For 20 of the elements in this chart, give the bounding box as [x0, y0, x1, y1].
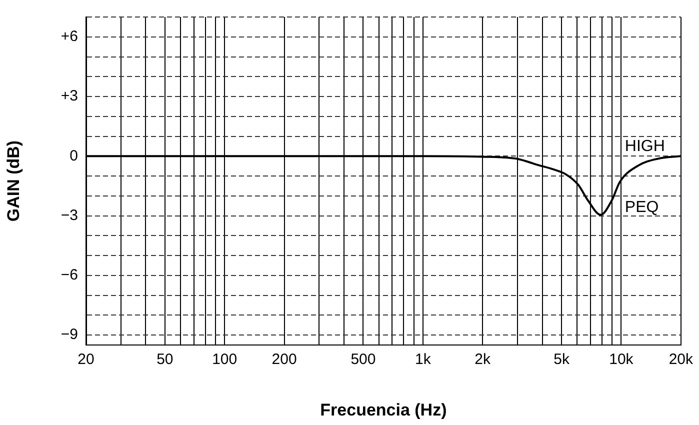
- x-tick-label: 1k: [414, 351, 432, 368]
- y-tick-label: +3: [60, 88, 78, 105]
- x-tick-label: 50: [156, 351, 174, 368]
- y-tick-label: −3: [60, 206, 78, 224]
- y-axis-title: GAIN (dB): [4, 140, 23, 222]
- x-tick-label: 500: [350, 351, 376, 368]
- x-tick-label: 20: [78, 351, 94, 368]
- x-tick-label: 2k: [474, 351, 492, 368]
- annotation: HIGH: [624, 138, 665, 156]
- x-axis-title: Frecuencia (Hz): [320, 400, 447, 420]
- x-tick-label: 5k: [554, 351, 570, 368]
- y-tick-label: −9: [60, 326, 78, 344]
- annotation: PEQ: [624, 198, 659, 216]
- y-tick-label: +6: [60, 28, 78, 46]
- x-tick-label: 20k: [668, 351, 694, 368]
- x-tick-label: 100: [212, 351, 238, 368]
- x-tick-label: 10k: [609, 351, 634, 368]
- x-tick-label: 200: [272, 351, 297, 368]
- y-tick-label: −6: [60, 266, 78, 284]
- y-tick-label: 0: [70, 147, 78, 164]
